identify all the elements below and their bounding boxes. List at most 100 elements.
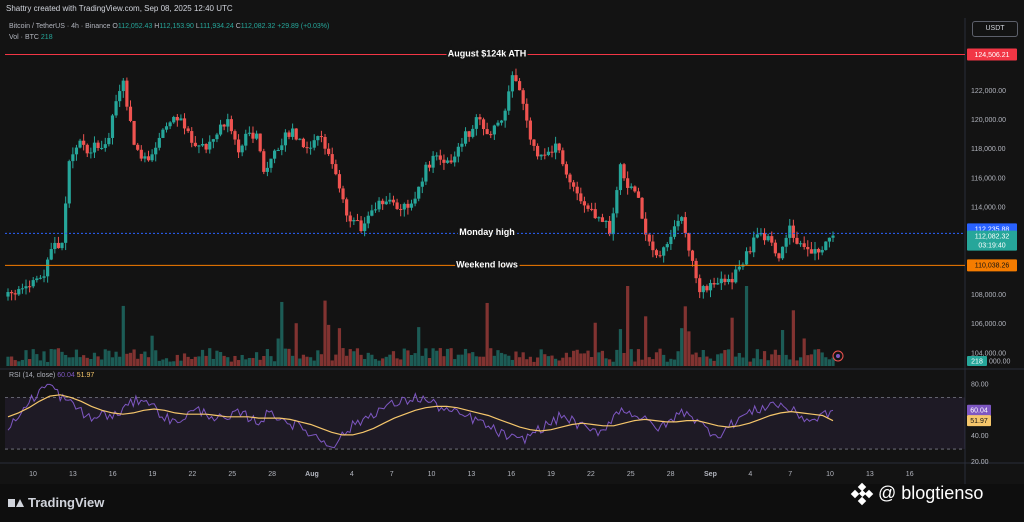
volume-bar [406,350,410,366]
candle [445,160,450,163]
volume-bar [78,357,82,366]
volume-bar [546,356,550,366]
price-tag: 110,038.26 [975,263,1010,270]
volume-bar [287,348,291,366]
candle [38,277,43,279]
candle [586,205,590,209]
volume-bar [701,350,705,366]
volume-bar [820,352,824,366]
volume-bar [424,348,428,366]
candle [143,156,147,159]
volume-bar [795,360,799,366]
candle [182,118,187,129]
candle [381,200,385,205]
candle [705,286,709,291]
volume-bar [676,351,680,366]
candle [28,286,32,288]
brand-name: TradingView [28,495,105,510]
volume-bar [535,357,540,366]
candle [597,217,601,219]
watermark: @ blogtienso [850,482,984,505]
candle [309,147,313,149]
candle [489,134,493,136]
volume-bar [251,358,255,366]
rsi-axis-tick: 20.00 [971,459,989,466]
candle [186,128,190,132]
candle [453,156,457,163]
rsi-line [7,383,834,449]
price-axis-tick: 118,000.00 [971,146,1006,153]
currency-button[interactable]: USDT [972,21,1018,37]
volume-bar [179,360,183,366]
volume-bar [708,358,713,366]
ohlc-high: 112,153.90 [159,23,194,30]
candle [67,161,71,204]
time-axis-tick: 13 [467,471,475,478]
volume-bar [521,352,525,366]
volume-bar [590,357,594,366]
time-axis-tick: 16 [906,471,914,478]
chart-credit: Shattry created with TradingView.com, Se… [6,4,233,13]
price-chart[interactable]: August $124k ATH 124,506.21 Monday high 112… [0,0,1024,484]
candle [773,242,777,254]
candle [236,139,241,153]
volume-bar [395,358,399,366]
candle [370,210,374,216]
candle [510,75,514,92]
volume-bar [71,357,75,366]
candle [672,226,677,237]
volume-bar [229,361,233,366]
volume-bar [391,351,396,366]
time-axis-tick: 10 [826,471,834,478]
candle [809,249,813,254]
volume-bar [460,354,464,366]
rsi-ma-line [7,394,834,436]
volume-bar [46,361,50,366]
candle [161,129,165,138]
candle [813,249,817,254]
volume-bar [762,351,767,366]
rsi-tag: 60.04 [970,408,988,415]
candle [442,159,446,163]
candle [665,244,669,248]
volume-bar [309,357,313,366]
volume-bar [218,352,223,366]
volume-bar [687,331,691,366]
candle [618,164,623,191]
volume-bar [298,358,302,366]
volume-bar [690,354,695,366]
ohlc-low: 111,934.24 [199,23,234,30]
volume-bar [665,361,669,366]
volume-bar [662,354,666,366]
volume-bar [478,356,482,366]
candle [128,106,133,121]
volume-bar [525,359,529,366]
candle [662,247,666,256]
volume-bar [334,354,338,366]
candle [791,225,795,238]
volume-legend: Vol · BTC 218 [9,32,329,43]
candle [564,164,569,175]
candle [701,286,705,293]
candle [240,145,244,153]
candle [640,197,644,219]
time-axis-tick: 25 [627,471,635,478]
volume-bar [193,356,197,366]
volume-bar [377,360,381,366]
candle [600,217,605,222]
price-axis-tick: 106,000.00 [971,321,1006,328]
volume-bar [265,349,269,366]
volume-bar [485,302,489,366]
tradingview-logo[interactable]: TradingView [8,495,104,510]
ohlc-close: 112,082.32 [240,23,276,30]
volume-bar [431,348,435,366]
volume-bar [128,352,133,366]
volume-bar [499,352,504,366]
volume-bar [327,324,331,366]
candle [136,144,140,150]
watermark-text: @ blogtienso [878,483,984,503]
candle [604,220,608,222]
time-axis-tick: 7 [390,471,394,478]
volume-bar [773,349,777,366]
candle [755,234,759,238]
